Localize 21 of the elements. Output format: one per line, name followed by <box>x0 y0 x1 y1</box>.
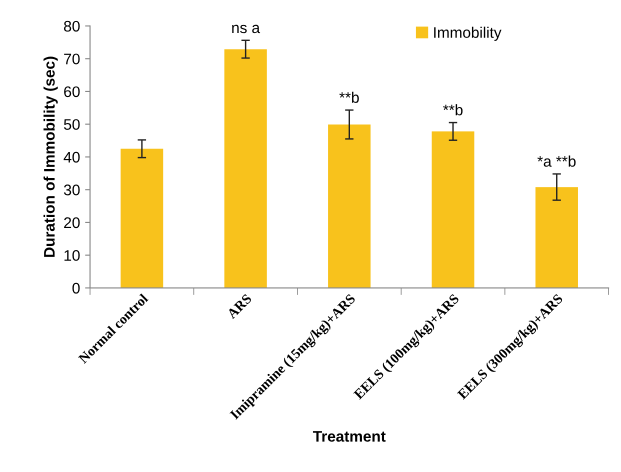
bar <box>120 148 164 288</box>
y-tick-label: 70 <box>64 54 80 64</box>
x-axis-title: Treatment <box>312 431 386 442</box>
legend-label: Immobility <box>434 26 502 41</box>
bar <box>328 124 371 288</box>
annotation: **b <box>339 92 359 103</box>
annotation: ns a <box>232 24 260 34</box>
y-tick-label: 50 <box>64 119 80 130</box>
annotation: **b <box>443 104 463 116</box>
bar <box>432 131 474 288</box>
annotation: *a **b <box>537 156 576 167</box>
y-tick-label: 30 <box>64 184 80 196</box>
y-tick-label: 40 <box>64 152 80 163</box>
y-tick-label: 0 <box>72 282 80 294</box>
y-axis-title: Duration of Immobility (sec) <box>44 56 58 257</box>
bar <box>224 49 267 288</box>
bar <box>535 187 578 288</box>
y-tick-label: 10 <box>64 250 80 261</box>
y-tick-label: 80 <box>64 20 80 32</box>
y-tick-label: 60 <box>64 86 80 98</box>
y-tick-label: 20 <box>64 217 80 228</box>
